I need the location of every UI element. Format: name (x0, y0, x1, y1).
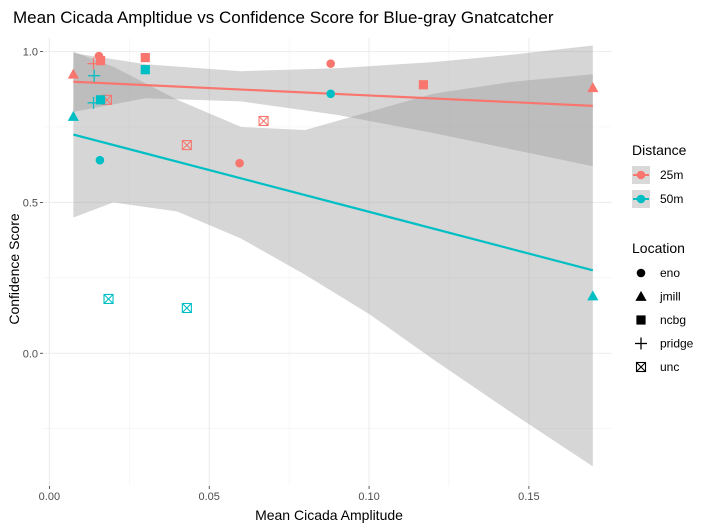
y-tick-label: 0.0 (23, 348, 38, 360)
y-tick-label: 0.5 (23, 197, 38, 209)
marker-shape (140, 53, 150, 63)
marker-shape (635, 361, 647, 373)
marker-shape (67, 110, 79, 121)
data-point-25m-triangle (67, 68, 79, 79)
y-axis-ticks: 0.0 0.5 1.0 (23, 47, 43, 360)
legend-label-50m: 50m (660, 192, 683, 206)
confidence-band-25m (73, 45, 593, 167)
legend-key-point (636, 194, 646, 204)
data-point-25m-square (140, 53, 150, 63)
x-tick-label: 0.05 (199, 491, 220, 503)
marker-shape (418, 80, 428, 90)
data-point-50m-triangle (587, 290, 599, 301)
data-point-25m-square (418, 80, 428, 90)
data-point-50m-boxcross (103, 293, 114, 305)
marker-shape (587, 290, 599, 301)
data-points (67, 51, 599, 314)
legend-key-unc (635, 361, 647, 373)
legend-key-point (636, 170, 646, 180)
legend-key-ncbg (636, 315, 646, 325)
y-tick-label: 1.0 (23, 47, 38, 59)
marker-shape (326, 59, 335, 68)
marker-shape (258, 115, 269, 127)
legend-title-location: Location (632, 240, 685, 256)
data-point-50m-plus (87, 96, 100, 109)
x-tick-label: 0.10 (358, 491, 379, 503)
marker-shape (635, 290, 647, 301)
marker-shape (235, 158, 244, 168)
marker-shape (258, 116, 269, 126)
legend-key-50m (632, 190, 650, 208)
data-point-25m-boxcross (258, 115, 269, 127)
marker-shape (95, 155, 105, 165)
data-point-25m-circle (326, 59, 335, 68)
confidence-band-50m (73, 51, 593, 467)
y-axis-title: Confidence Score (6, 213, 22, 325)
legend-label-pridge: pridge (660, 337, 694, 351)
chart-title: Mean Cicada Ampltidue vs Confidence Scor… (13, 8, 554, 27)
data-point-25m-circle (235, 158, 244, 168)
legend-label-unc: unc (660, 360, 679, 374)
legend-title-distance: Distance (632, 142, 687, 158)
legend-label-jmill: jmill (659, 290, 681, 304)
marker-shape (181, 303, 192, 313)
marker-shape (326, 89, 335, 99)
data-point-50m-square (95, 95, 106, 105)
marker-shape (181, 140, 192, 150)
x-axis-title: Mean Cicada Amplitude (255, 507, 403, 523)
x-axis-ticks: 0.00 0.05 0.10 0.15 (39, 486, 540, 503)
marker-shape (95, 56, 106, 66)
x-tick-label: 0.00 (39, 491, 60, 503)
legend-key-eno (636, 268, 646, 278)
legend: Distance 25m 50m Location eno jmill ncbg pridge… (632, 142, 694, 374)
marker-shape (181, 140, 192, 151)
marker-shape (140, 65, 150, 75)
legend-label-25m: 25m (660, 168, 683, 182)
data-point-25m-triangle (587, 82, 599, 93)
data-point-25m-plus (87, 57, 100, 70)
data-point-50m-circle (326, 89, 335, 99)
marker-shape (95, 95, 106, 105)
data-point-50m-boxcross (181, 302, 192, 314)
data-point-25m-square (95, 56, 106, 66)
x-tick-label: 0.15 (518, 491, 539, 503)
legend-key-pridge (635, 337, 647, 350)
confidence-bands (73, 45, 593, 467)
data-point-50m-plus (88, 69, 101, 82)
data-point-50m-triangle (67, 110, 79, 121)
legend-key-jmill (635, 290, 647, 301)
marker-shape (181, 302, 192, 314)
data-point-50m-circle (95, 155, 105, 165)
fit-line-50m (73, 133, 594, 272)
marker-shape (67, 68, 79, 79)
marker-shape (636, 315, 646, 325)
marker-shape (103, 293, 114, 305)
legend-label-eno: eno (660, 266, 680, 280)
data-point-50m-square (140, 65, 150, 75)
marker-shape (636, 362, 646, 372)
grid (43, 38, 612, 486)
marker-shape (636, 268, 646, 278)
data-point-25m-boxcross (181, 140, 192, 151)
legend-label-ncbg: ncbg (660, 313, 686, 327)
legend-key-25m (632, 166, 650, 184)
marker-shape (587, 82, 599, 93)
marker-shape (103, 294, 114, 304)
